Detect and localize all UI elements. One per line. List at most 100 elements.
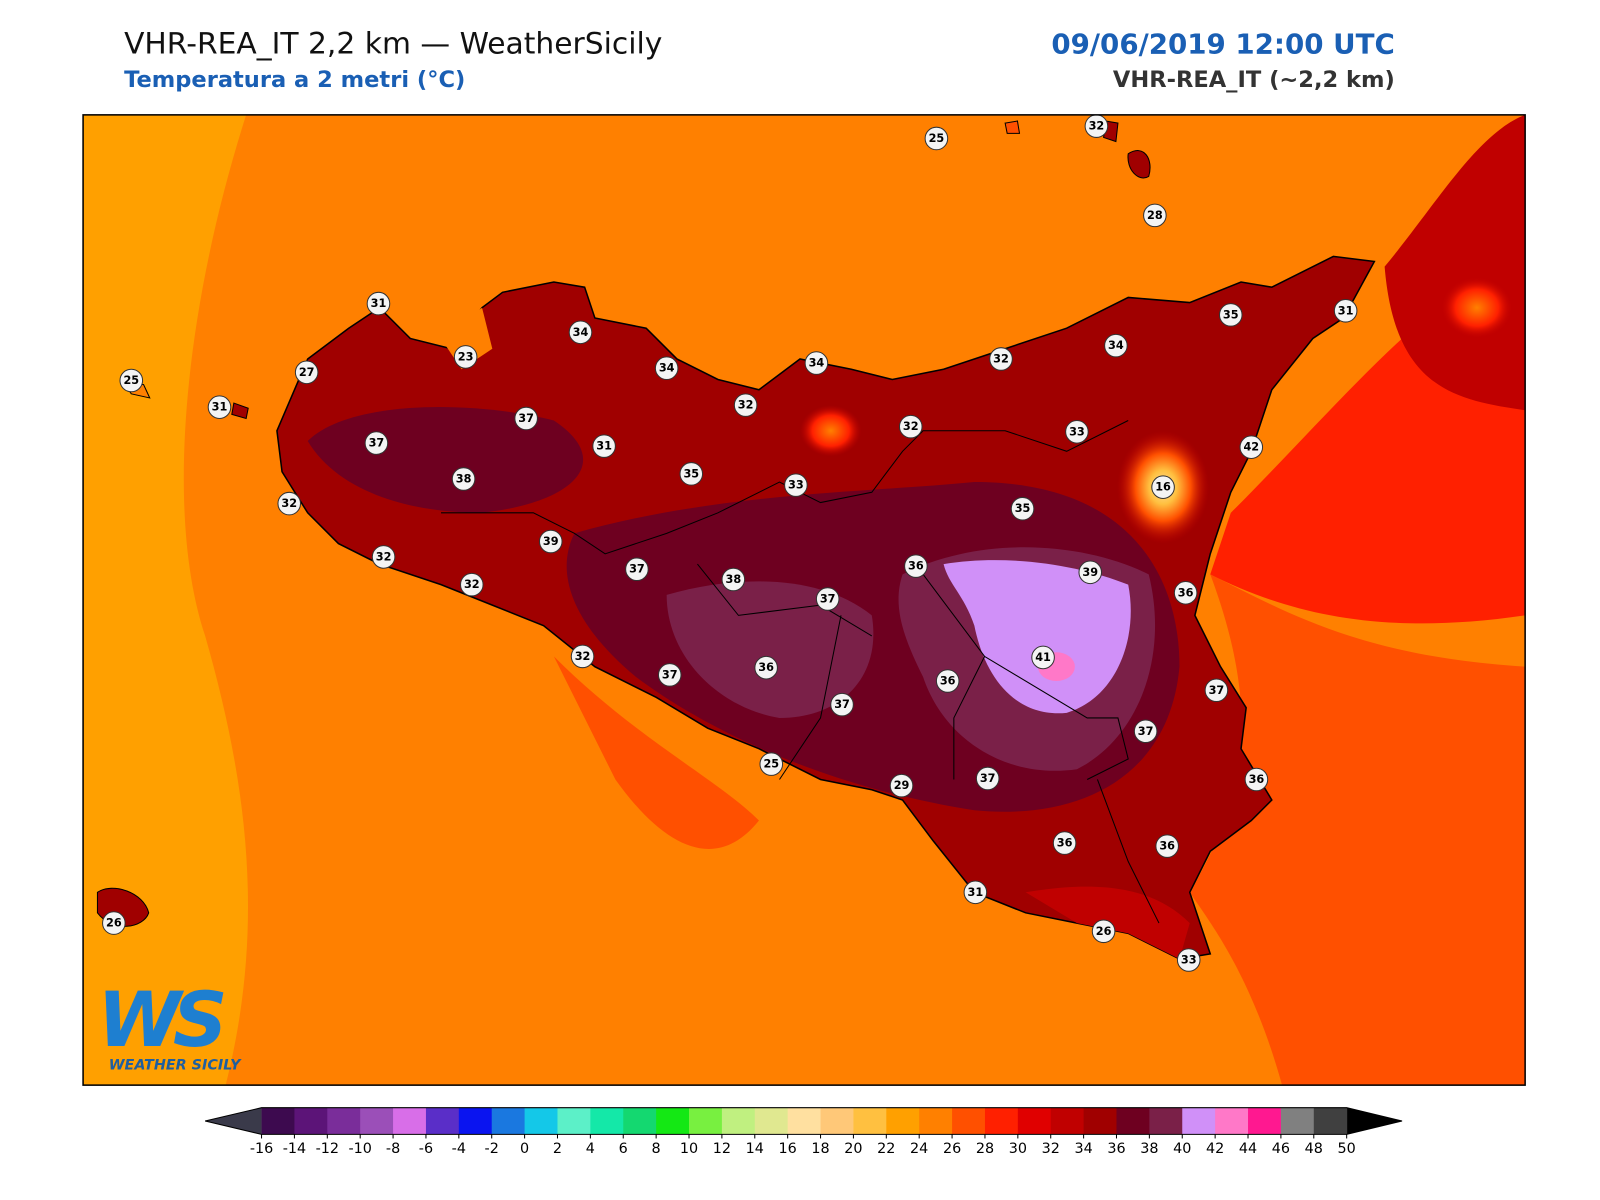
- station-value: 32: [376, 550, 392, 563]
- station: 37: [514, 406, 538, 431]
- colorbar-box: [590, 1107, 624, 1135]
- colorbar-tick-label: 36: [1107, 1141, 1125, 1157]
- station-marker: [207, 395, 232, 419]
- colorbar-tick-label: 8: [652, 1141, 661, 1157]
- station-value: 26: [1096, 925, 1112, 938]
- station-marker: [1155, 834, 1179, 858]
- colorbar-box: [360, 1107, 394, 1135]
- station: 35: [679, 462, 704, 486]
- colorbar-tick-label: 12: [713, 1141, 731, 1157]
- station-value: 33: [1181, 954, 1197, 967]
- station-value: 32: [281, 497, 297, 510]
- colorbar-tick-label: 18: [811, 1141, 829, 1157]
- station-marker: [453, 345, 478, 369]
- sea-warm: [553, 656, 759, 849]
- peak-zone: [943, 560, 1131, 714]
- colorbar-box: [656, 1107, 690, 1135]
- colorbar-tick-label: 24: [910, 1141, 928, 1157]
- station-value: 29: [894, 779, 910, 792]
- station: 16: [1151, 475, 1175, 499]
- station: 36: [1244, 767, 1269, 792]
- station-marker: [963, 880, 988, 905]
- station-marker: [364, 431, 389, 455]
- station: 36: [754, 655, 778, 680]
- datetime: 09/06/2019 12:00 UTC: [1051, 27, 1394, 60]
- station-value: 36: [940, 675, 956, 688]
- station-marker: [460, 572, 484, 597]
- colorbar-tick-label: 2: [553, 1141, 562, 1157]
- station-value: 31: [596, 440, 612, 453]
- station-value: 31: [1338, 304, 1354, 317]
- colorbar-box: [1215, 1107, 1249, 1135]
- colorbar-tick-label: -4: [452, 1141, 466, 1157]
- colorbar-under: [205, 1107, 262, 1135]
- station-value: 35: [1223, 308, 1239, 321]
- station: 34: [568, 320, 593, 345]
- colorbar-tick-label: 30: [1009, 1141, 1027, 1157]
- station: 35: [1218, 303, 1243, 327]
- station: 36: [904, 554, 928, 578]
- station: 42: [1239, 435, 1264, 459]
- station-value: 34: [573, 326, 589, 339]
- station: 34: [654, 356, 679, 380]
- colorbar-tick-label: 44: [1239, 1141, 1257, 1157]
- hot-spot: [800, 405, 862, 457]
- colorbar-tick-label: 0: [520, 1141, 529, 1157]
- station-marker: [1052, 831, 1077, 855]
- station: 36: [1155, 834, 1179, 858]
- station: 36: [935, 669, 960, 693]
- colorbar-tick-label: 34: [1074, 1141, 1092, 1157]
- station-value: 36: [1159, 840, 1175, 853]
- station-marker: [1065, 420, 1089, 444]
- colorbar-tick-label: -6: [419, 1141, 433, 1157]
- station: 31: [207, 395, 232, 419]
- station-value: 37: [369, 437, 385, 450]
- island: [1127, 150, 1151, 179]
- station-value: 36: [1178, 586, 1194, 599]
- station: 35: [1010, 496, 1035, 521]
- sea-east: [1189, 574, 1526, 1086]
- station-value: 34: [659, 362, 675, 375]
- station-value: 37: [834, 698, 850, 711]
- station-marker: [1084, 114, 1109, 138]
- station: 31: [963, 880, 988, 905]
- colorbar-over: [1346, 1107, 1403, 1135]
- station-value: 36: [1057, 837, 1073, 850]
- station-value: 39: [543, 535, 559, 548]
- station: 32: [460, 572, 484, 597]
- colorbar-box: [919, 1107, 953, 1135]
- station-value: 38: [456, 472, 472, 485]
- colorbar-box: [623, 1107, 657, 1135]
- station-marker: [1031, 645, 1055, 670]
- colorbar-box: [853, 1107, 887, 1135]
- station-marker: [754, 655, 778, 680]
- colorbar-tick-label: -14: [283, 1141, 306, 1157]
- sea-west: [83, 114, 248, 1086]
- station-value: 35: [683, 467, 699, 480]
- station: 37: [1133, 719, 1158, 744]
- station: 33: [1176, 948, 1201, 972]
- colorbar-tick-label: -2: [485, 1141, 499, 1157]
- colorbar-tick-label: 38: [1140, 1141, 1158, 1157]
- station-marker: [592, 434, 616, 458]
- station-marker: [889, 773, 914, 798]
- station-marker: [721, 567, 746, 592]
- station-marker: [119, 368, 144, 393]
- station-value: 33: [1069, 425, 1085, 438]
- station-value: 37: [629, 563, 645, 576]
- colorbar-tick-label: 48: [1305, 1141, 1323, 1157]
- station-value: 33: [788, 479, 804, 492]
- station-value: 32: [575, 650, 591, 663]
- station-value: 38: [725, 573, 741, 586]
- station: 28: [1143, 203, 1167, 228]
- station-marker: [1204, 678, 1229, 703]
- station-marker: [830, 692, 854, 717]
- colorbar-box: [1248, 1107, 1282, 1135]
- colorbar-box: [458, 1107, 493, 1135]
- colorbar-box: [754, 1107, 789, 1135]
- map-frame: [82, 114, 1526, 1086]
- colorbar-tick-label: 10: [680, 1141, 698, 1157]
- colorbar-box: [721, 1107, 756, 1135]
- station-value: 39: [1082, 566, 1098, 579]
- station-marker: [451, 467, 476, 491]
